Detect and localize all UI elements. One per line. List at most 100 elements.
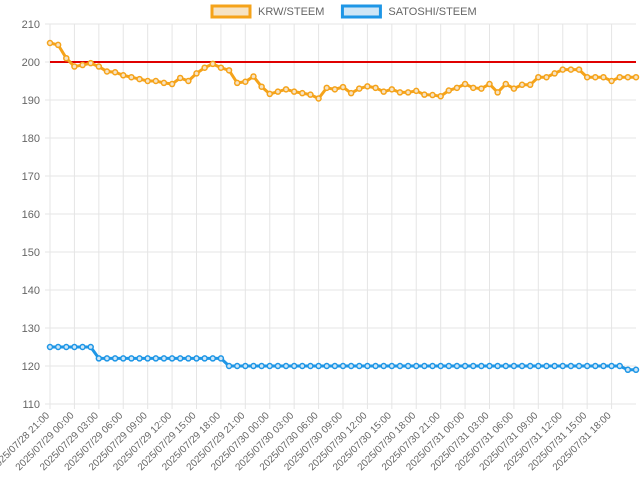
point xyxy=(193,355,200,362)
point xyxy=(494,89,501,96)
legend-label: SATOSHI/STEEM xyxy=(388,6,476,18)
point xyxy=(445,362,453,370)
point xyxy=(201,355,208,362)
point xyxy=(526,81,534,89)
point xyxy=(632,366,640,374)
point xyxy=(111,355,119,362)
point xyxy=(592,73,599,81)
point xyxy=(494,362,501,370)
y-tick-label: 180 xyxy=(22,133,40,145)
point xyxy=(429,362,436,370)
point xyxy=(242,78,249,86)
point xyxy=(185,77,192,85)
point xyxy=(421,91,428,98)
point xyxy=(356,362,363,370)
point xyxy=(46,39,54,47)
point xyxy=(79,61,86,69)
point xyxy=(632,73,640,81)
point xyxy=(87,59,94,67)
point xyxy=(608,362,615,370)
point xyxy=(46,343,54,351)
point xyxy=(380,88,387,95)
y-tick-label: 200 xyxy=(22,57,40,69)
point xyxy=(478,362,485,370)
point xyxy=(176,74,184,82)
point xyxy=(111,69,119,76)
point xyxy=(168,355,176,362)
point xyxy=(282,86,290,93)
point xyxy=(575,362,583,370)
point xyxy=(274,362,282,370)
point xyxy=(290,88,298,95)
point xyxy=(592,362,599,370)
point xyxy=(168,80,176,88)
point xyxy=(258,362,265,370)
point xyxy=(372,362,379,370)
point xyxy=(600,73,607,81)
point xyxy=(339,362,347,370)
point xyxy=(250,73,257,80)
point xyxy=(103,355,111,362)
point xyxy=(461,80,469,88)
legend-item: SATOSHI/STEEM xyxy=(340,4,477,19)
point xyxy=(193,70,200,77)
point xyxy=(201,64,208,71)
point xyxy=(160,355,168,362)
point xyxy=(486,362,493,370)
point xyxy=(608,77,615,85)
point xyxy=(486,80,493,88)
point xyxy=(461,362,469,370)
point xyxy=(282,362,290,370)
point xyxy=(299,362,306,370)
point xyxy=(242,362,249,370)
legend-swatch xyxy=(210,4,252,19)
point xyxy=(600,362,607,370)
point xyxy=(404,89,412,96)
point xyxy=(380,362,387,370)
point xyxy=(71,343,78,351)
point xyxy=(136,75,143,83)
point xyxy=(526,362,534,370)
point xyxy=(364,83,371,90)
point xyxy=(323,362,330,370)
point xyxy=(616,73,623,81)
point xyxy=(396,362,404,370)
y-tick-label: 190 xyxy=(22,95,40,107)
point xyxy=(217,64,225,71)
point xyxy=(266,362,273,370)
point xyxy=(144,355,151,362)
point xyxy=(364,362,371,370)
point xyxy=(120,72,127,79)
point xyxy=(502,362,510,370)
y-tick-label: 170 xyxy=(22,171,40,183)
point xyxy=(290,362,298,370)
point xyxy=(469,362,477,370)
point xyxy=(103,68,111,75)
point xyxy=(347,89,355,97)
point xyxy=(616,362,623,370)
point xyxy=(71,63,78,70)
y-tick-label: 210 xyxy=(22,19,40,31)
point xyxy=(404,362,412,370)
y-tick-label: 130 xyxy=(22,323,40,335)
point xyxy=(624,73,632,81)
point xyxy=(95,355,103,362)
legend-item: KRW/STEEM xyxy=(210,4,324,19)
point xyxy=(388,86,396,93)
point xyxy=(152,355,160,362)
point xyxy=(176,355,184,362)
point xyxy=(543,362,550,370)
point xyxy=(559,66,566,73)
point xyxy=(372,84,379,92)
y-tick-label: 140 xyxy=(22,285,40,297)
point xyxy=(209,60,217,68)
point xyxy=(63,54,70,62)
point xyxy=(510,362,518,370)
point xyxy=(396,89,404,96)
legend-label: KRW/STEEM xyxy=(258,6,324,18)
point xyxy=(437,362,444,370)
point xyxy=(356,85,363,92)
point xyxy=(152,77,160,85)
point xyxy=(413,362,420,370)
